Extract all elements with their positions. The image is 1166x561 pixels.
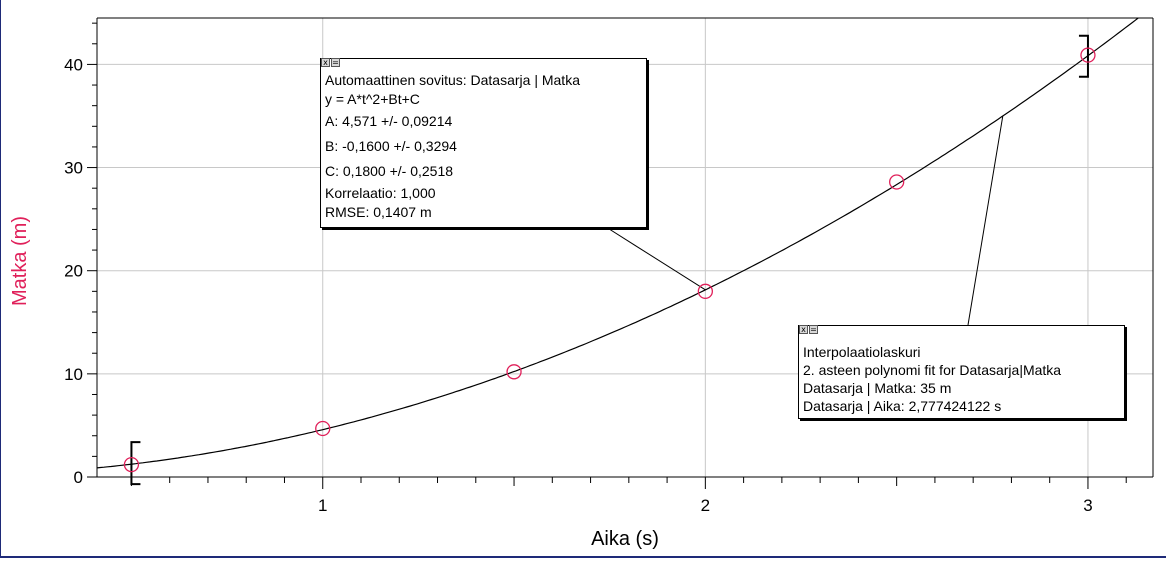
y-axis-title: Matka (m): [9, 216, 31, 306]
fit-curve: [96, 17, 1139, 469]
fit-rmse: RMSE: 0,1407 m: [325, 204, 432, 220]
fit-param-b: B: -0,1600 +/- 0,3294: [325, 138, 457, 154]
data-point: [889, 174, 905, 190]
fit-title: Automaattinen sovitus: Datasarja | Matka: [325, 72, 580, 88]
x-tick-label: 3: [1083, 496, 1092, 515]
y-tick-label: 10: [64, 365, 83, 384]
fit-param-c: C: 0,1800 +/- 0,2518: [325, 163, 454, 179]
menu-icon[interactable]: =: [331, 58, 340, 67]
annotation-controls: x =: [799, 325, 818, 335]
fit-curve-line: [96, 17, 1139, 469]
data-point: [123, 456, 140, 473]
interp-fit-name: 2. asteen polynomi fit for Datasarja|Mat…: [803, 362, 1062, 378]
fit-range-brackets[interactable]: [130, 34, 1089, 486]
x-tick-label: 2: [701, 496, 710, 515]
range-bracket-left: [130, 441, 141, 486]
menu-icon[interactable]: =: [809, 325, 818, 334]
fit-param-a: A: 4,571 +/- 0,09214: [325, 113, 453, 129]
y-tick-label: 20: [64, 262, 83, 281]
interp-x-value: Datasarja | Aika: 2,777424122 s: [803, 398, 1002, 414]
data-points: [123, 47, 1096, 473]
interpolation-annotation[interactable]: x = Interpolaatiolaskuri 2. asteen polyn…: [798, 325, 1125, 419]
window-bottom-border: [0, 556, 1166, 558]
annotation-leaders: [605, 115, 1004, 326]
window-left-border: [0, 0, 1, 556]
fit-correlation: Korrelaatio: 1,000: [325, 185, 436, 201]
axes: [96, 17, 1154, 478]
data-point: [315, 420, 331, 437]
curve-fit-annotation[interactable]: x = Automaattinen sovitus: Datasarja | M…: [320, 58, 647, 228]
interp-y-value: Datasarja | Matka: 35 m: [803, 380, 952, 396]
close-icon[interactable]: x: [321, 58, 330, 67]
y-tick-label: 40: [64, 55, 83, 74]
y-tick-label: 30: [64, 159, 83, 178]
fit-equation: y = A*t^2+Bt+C: [325, 91, 420, 107]
range-bracket-right: [1078, 34, 1089, 78]
annotation-controls: x =: [321, 58, 340, 68]
close-icon[interactable]: x: [799, 325, 808, 334]
data-point: [697, 283, 713, 299]
data-point: [506, 364, 522, 380]
interp-annotation-leader: [967, 115, 1004, 326]
x-tick-label: 1: [318, 496, 327, 515]
y-tick-label: 0: [74, 468, 83, 487]
x-axis-title: Aika (s): [591, 528, 659, 550]
interp-title: Interpolaatiolaskuri: [803, 344, 921, 360]
fit-annotation-leader: [605, 226, 706, 291]
data-point: [1080, 47, 1096, 63]
